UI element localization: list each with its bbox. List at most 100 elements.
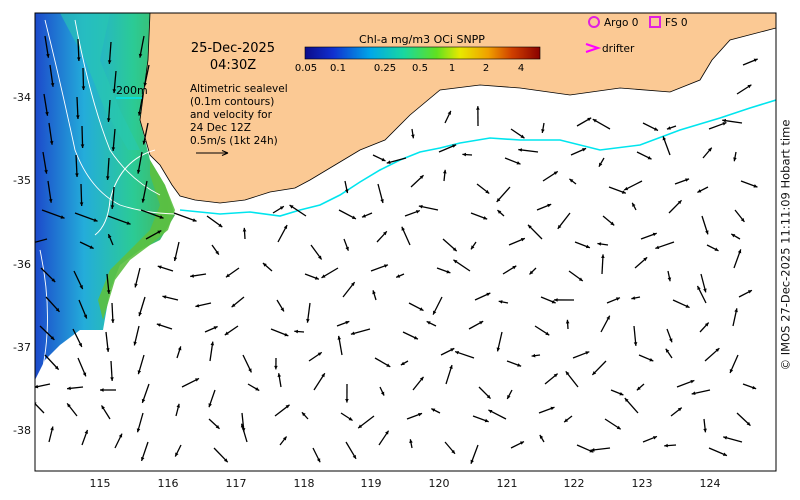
- argo-label: Argo 0: [604, 17, 638, 29]
- velocity-vector: [44, 35, 50, 58]
- velocity-vector-head: [413, 335, 418, 340]
- velocity-vector-head: [67, 403, 71, 408]
- colorbar-tick-6: 4: [518, 63, 524, 74]
- velocity-vector: [108, 41, 112, 64]
- velocity-vector-head: [80, 144, 85, 148]
- velocity-vector-head: [317, 352, 322, 356]
- velocity-vector-head: [484, 418, 489, 423]
- velocity-vector-head: [409, 439, 413, 444]
- velocity-vector-head: [141, 398, 146, 403]
- velocity-vector-head: [636, 386, 641, 391]
- velocity-vector-head: [703, 428, 707, 433]
- velocity-vector: [41, 209, 65, 219]
- velocity-vector-head: [157, 265, 162, 269]
- velocity-vector-head: [443, 169, 447, 174]
- colorbar-tick-3: 0.5: [412, 63, 428, 74]
- velocity-vector-head: [518, 148, 523, 152]
- velocity-vector: [49, 64, 54, 87]
- colorbar-tick-5: 2: [483, 63, 489, 74]
- velocity-vector-head: [585, 244, 590, 249]
- velocity-vector-head: [223, 458, 228, 463]
- credit-container: © IMOS 27-Dec-2025 11:11:09 Hobart time: [770, 10, 800, 480]
- velocity-vector-head: [215, 250, 219, 255]
- velocity-vector-head: [554, 298, 558, 302]
- velocity-vector: [82, 67, 85, 91]
- velocity-vector-head: [419, 307, 424, 311]
- depth-contour-200m: [94, 149, 156, 236]
- velocity-vector-head: [551, 299, 556, 304]
- velocity-vector: [111, 186, 115, 209]
- velocity-vector-head: [101, 405, 105, 410]
- velocity-vector-head: [455, 350, 460, 355]
- velocity-vector-head: [691, 391, 696, 395]
- velocity-vector-head: [284, 332, 289, 337]
- velocity-vector-head: [350, 331, 355, 336]
- velocity-vector-head: [348, 417, 353, 421]
- velocity-vector: [76, 96, 79, 120]
- colorbar: Chl-a mg/m3 OCi SNPP 0.05 0.1 0.25 0.5 1…: [295, 33, 541, 74]
- colorbar-tick-1: 0.1: [330, 63, 346, 74]
- velocity-vector-head: [318, 255, 322, 260]
- velocity-vector-head: [624, 186, 629, 191]
- velocity-vector-head: [93, 218, 98, 222]
- velocity-vector-head: [418, 412, 423, 417]
- lon-tick-124: 124: [700, 477, 721, 490]
- velocity-vector-head: [470, 459, 474, 464]
- land-mass: [139, 13, 776, 204]
- velocity-vector: [42, 151, 48, 174]
- velocity-vector-head: [142, 140, 147, 145]
- lon-tick-116: 116: [158, 477, 179, 490]
- velocity-vector-head: [606, 315, 610, 320]
- velocity-vector-head: [282, 436, 287, 441]
- velocity-vector-head: [111, 147, 116, 151]
- velocity-vector-head: [497, 210, 502, 214]
- velocity-vector-head: [486, 394, 491, 399]
- lon-tick-118: 118: [294, 477, 315, 490]
- velocity-vector-head: [283, 225, 288, 230]
- velocity-vector: [43, 93, 49, 116]
- velocity-vector-head: [50, 83, 55, 87]
- velocity-vector-head: [714, 247, 719, 251]
- velocity-vector-head: [547, 203, 552, 208]
- velocity-vector-head: [452, 247, 457, 252]
- velocity-vector-head: [666, 126, 671, 130]
- description-line-5: 0.5m/s (1kt 24h): [190, 135, 278, 147]
- lat-tick-36: -36: [13, 258, 31, 271]
- velocity-vector: [142, 180, 148, 203]
- velocity-vector-head: [344, 189, 349, 194]
- velocity-vector-head: [631, 296, 636, 300]
- velocity-vector-head: [50, 336, 55, 340]
- velocity-vector-head: [385, 430, 389, 435]
- velocity-vector-head: [752, 385, 757, 390]
- velocity-vector-head: [162, 295, 167, 299]
- velocity-vector-head: [118, 433, 123, 438]
- velocity-vector-head: [140, 456, 145, 461]
- velocity-vector-head: [386, 160, 391, 164]
- velocity-vector-head: [45, 111, 49, 116]
- velocity-vector-head: [722, 122, 727, 126]
- velocity-vector-head: [470, 245, 475, 250]
- velocity-vector-head: [108, 234, 112, 239]
- velocity-vector-head: [592, 119, 597, 123]
- velocity-vector-head: [218, 223, 223, 228]
- velocity-vector-head: [106, 348, 110, 352]
- lon-tick-117: 117: [226, 477, 247, 490]
- velocity-vector-head: [462, 152, 467, 157]
- velocity-vector-head: [452, 144, 457, 148]
- velocity-vector-head: [553, 373, 558, 378]
- velocity-vector-head: [498, 300, 503, 304]
- lon-axis: 115 116 117 118 119 120 121 122 123 124: [90, 477, 721, 490]
- velocity-vector-head: [84, 429, 88, 434]
- velocity-vector-head: [76, 115, 80, 119]
- velocity-vector-head: [520, 134, 525, 139]
- velocity-vector-head: [621, 190, 626, 194]
- velocity-vector-head: [729, 368, 734, 373]
- velocity-vector-head: [215, 425, 220, 429]
- velocity-vector-head: [415, 210, 420, 214]
- lat-tick-38: -38: [13, 424, 31, 437]
- velocity-vector-head: [507, 394, 511, 399]
- scale-arrow: [196, 150, 229, 156]
- velocity-vector-head: [138, 312, 142, 317]
- colorbar-tick-2: 0.25: [374, 63, 396, 74]
